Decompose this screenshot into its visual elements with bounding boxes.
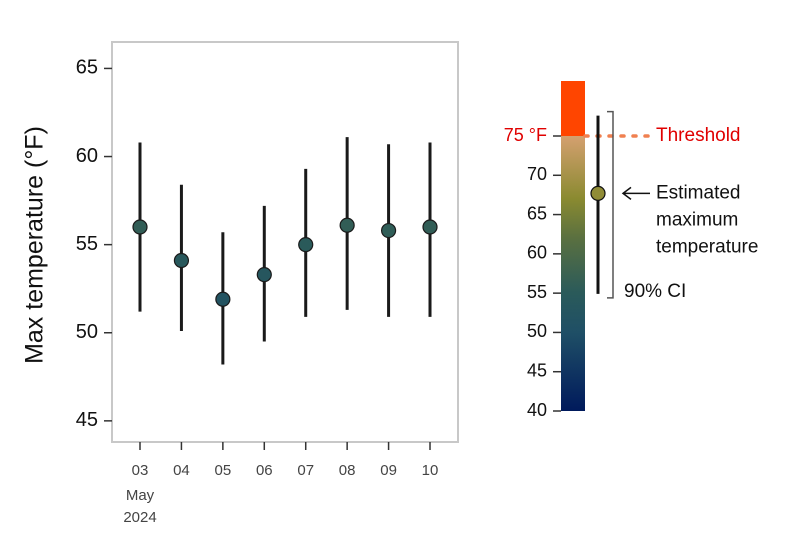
y-tick-label: 50 [76,321,98,343]
x-tick-label: 05 [215,462,232,479]
point [215,291,231,307]
colorbar-tick-label: 75 °F [504,125,547,145]
point [298,237,314,253]
ci-label: 90% CI [624,281,686,302]
y-tick-label: 55 [76,233,98,255]
ci-bracket [607,110,614,299]
colorbar-tick-label: 70 [527,164,547,184]
plot-frame [111,41,459,443]
x-sublabel: May [126,487,155,504]
colorbar-tick-label: 50 [527,321,547,341]
x-tick-label: 06 [256,462,273,479]
point [380,222,397,239]
colorbar [561,136,585,411]
x-tick-label: 08 [339,462,356,479]
point [256,266,272,283]
y-tick-label: 60 [76,145,98,167]
colorbar-tick-label: 40 [527,400,547,420]
point [339,217,355,233]
colorbar-tick-label: 55 [527,282,547,302]
estimate-label: maximum [656,209,738,230]
x-tick-label: 04 [173,462,190,479]
x-sublabel: 2024 [123,509,156,526]
colorbar-tick-label: 60 [527,243,547,263]
x-tick-label: 03 [132,462,149,479]
threshold-label: Threshold [656,125,741,146]
y-tick-label: 45 [76,409,98,431]
point [422,219,438,235]
x-tick-label: 09 [380,462,397,479]
colorbar-above [561,81,585,136]
estimate-label: Estimated [656,182,740,203]
estimate-label: temperature [656,236,758,257]
x-tick-label: 10 [422,462,439,479]
estimate-arrow [621,186,650,200]
x-tick-label: 07 [297,462,314,479]
point [132,219,148,235]
y-tick-label: 65 [76,57,98,79]
legend-point [590,185,606,201]
point [173,252,190,269]
y-axis-label: Max temperature (°F) [21,126,49,364]
colorbar-tick-label: 65 [527,203,547,223]
colorbar-tick-label: 45 [527,360,547,380]
